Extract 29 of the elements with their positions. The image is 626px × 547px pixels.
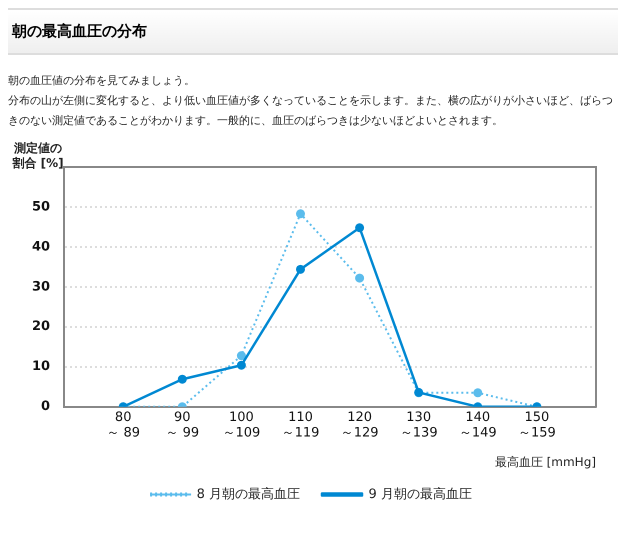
chart-subtitle: 朝の血圧値の分布を見てみましょう。 (8, 73, 196, 89)
text: 分布の山が左側に変化すると、より低い血圧値が多くなっていることを示します。また、横の広がりが小さいほど、ばらつきのない測定値であることがわかります。一般的に、血圧のばらつきは少ないほどよいとされます。 (8, 93, 614, 129)
point (355, 223, 364, 232)
x-tick-label: 80 ～ 89 (106, 410, 140, 441)
y-tick-label: 0 (41, 399, 50, 414)
x-tick-label: 150 ～159 (518, 410, 556, 441)
legend-label: 9 月朝の最高血圧 (368, 486, 472, 502)
point (296, 209, 305, 218)
x-tick-label: 100 ～109 (222, 410, 260, 441)
x-tick-label: 120 ～129 (340, 410, 379, 441)
y-tick-label: 50 (32, 199, 50, 214)
chart-title: 朝の最高血圧の分布 (8, 8, 618, 55)
y-axis-title: 測定値の割合 [%] (11, 141, 64, 170)
x-tick-label: 140 ～149 (458, 410, 497, 441)
y-tick-label: 30 (32, 279, 50, 294)
y-tick-label: 10 (32, 359, 50, 374)
x-tick-label: 110 ～119 (282, 410, 320, 441)
point (355, 274, 364, 283)
x-axis-title: 最高血圧 [mmHg] (494, 454, 596, 469)
y-tick-label: 40 (32, 239, 50, 254)
legend-label: 8 月朝の最高血圧 (196, 486, 300, 502)
y-tick-label: 20 (32, 319, 50, 334)
point (178, 374, 187, 384)
x-tick-label: 90 ～ 99 (165, 410, 200, 441)
point (236, 360, 246, 370)
point (236, 351, 246, 360)
x-tick-label: 130 ～139 (400, 410, 438, 441)
point (296, 264, 305, 274)
point (473, 388, 482, 398)
